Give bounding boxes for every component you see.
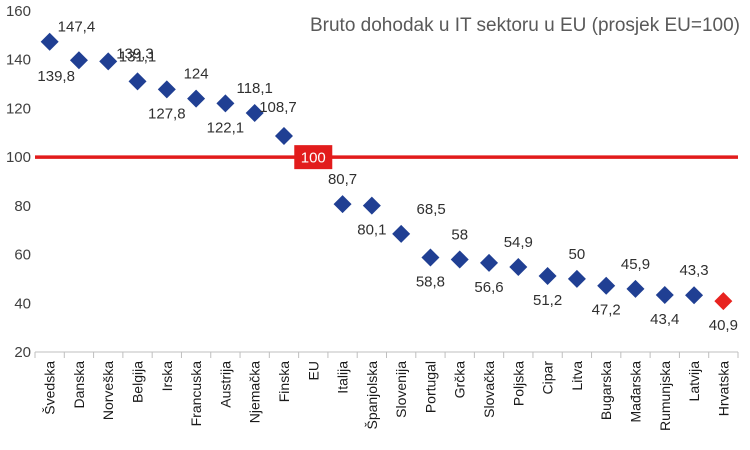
reference-label-box xyxy=(294,145,333,170)
data-point xyxy=(40,32,59,51)
y-axis: 20 40 60 80 100 120 140 160 xyxy=(6,3,31,361)
data-label: 108,7 xyxy=(259,99,297,116)
data-label: 124 xyxy=(184,66,209,83)
data-point xyxy=(597,276,616,295)
data-point xyxy=(128,72,147,91)
x-category-label: Mađarska xyxy=(627,361,643,423)
x-category-label: Cipar xyxy=(540,361,556,395)
chart-title: Bruto dohodak u IT sektoru u EU (prosjek… xyxy=(310,15,740,36)
data-point xyxy=(567,269,586,288)
data-point xyxy=(626,279,645,298)
data-label: 80,7 xyxy=(328,171,357,188)
y-tick-label: 20 xyxy=(14,344,31,361)
reference-label: 100 xyxy=(301,150,326,167)
data-label: 58,8 xyxy=(416,273,445,290)
data-label: 147,4 xyxy=(58,19,96,36)
data-label: 68,5 xyxy=(417,201,446,218)
data-point xyxy=(274,126,293,145)
x-category-label: Grčka xyxy=(452,361,468,399)
data-point xyxy=(69,51,88,70)
x-category-label: Hrvatska xyxy=(715,361,731,416)
data-label: 51,2 xyxy=(533,292,562,309)
data-label: 80,1 xyxy=(357,222,386,239)
data-label: 122,1 xyxy=(207,119,245,136)
data-point xyxy=(450,250,469,269)
data-point xyxy=(245,104,264,123)
data-label: 58 xyxy=(451,226,468,243)
data-point xyxy=(509,257,528,276)
x-category-label: Finska xyxy=(276,361,292,402)
x-category-label: Bugarska xyxy=(598,361,614,420)
data-label: 127,8 xyxy=(148,105,186,122)
x-category-label: Litva xyxy=(569,361,585,391)
data-label: 54,9 xyxy=(504,234,533,251)
x-category-label: Portugal xyxy=(422,361,438,413)
data-point xyxy=(187,89,206,108)
data-label: 40,9 xyxy=(709,317,738,334)
x-category-label: Francuska xyxy=(188,361,204,427)
y-tick-label: 60 xyxy=(14,247,31,264)
data-label: 45,9 xyxy=(621,256,650,273)
data-point xyxy=(421,248,440,267)
data-series xyxy=(40,32,733,311)
x-category-label: Slovenija xyxy=(393,361,409,418)
data-point xyxy=(333,195,352,214)
x-category-label: Irska xyxy=(159,361,175,392)
x-category-label: Norveška xyxy=(100,361,116,420)
data-label: 56,6 xyxy=(474,279,503,296)
data-point xyxy=(685,286,704,305)
data-point xyxy=(157,80,176,99)
y-tick-label: 120 xyxy=(6,100,31,117)
data-label: 43,4 xyxy=(650,311,679,328)
data-point xyxy=(216,94,235,113)
x-category-label: Danska xyxy=(71,361,87,409)
x-axis: Švedska Danska Norveška Belgija Irska Francus… xyxy=(34,351,739,431)
reference-line-group: 100 xyxy=(35,145,738,170)
data-point xyxy=(480,253,499,272)
y-tick-label: 160 xyxy=(6,3,31,20)
x-category-label: Italija xyxy=(335,361,351,394)
data-point-highlight xyxy=(714,292,733,311)
x-category-label: Rumunjska xyxy=(657,361,673,431)
x-category-label: Austrija xyxy=(217,361,233,408)
x-category-label: Slovačka xyxy=(481,361,497,418)
data-point xyxy=(538,267,557,286)
y-tick-label: 80 xyxy=(14,198,31,215)
x-category-label: Belgija xyxy=(130,361,146,403)
data-label: 118,1 xyxy=(236,80,272,97)
data-label: 139,8 xyxy=(37,68,75,85)
y-tick-label: 40 xyxy=(14,295,31,312)
data-label: 47,2 xyxy=(592,302,621,319)
x-category-label: Njemačka xyxy=(247,361,263,423)
x-category-label: EU xyxy=(305,361,321,380)
data-label: 50 xyxy=(569,246,586,263)
data-point xyxy=(362,196,381,215)
data-point xyxy=(655,286,674,305)
y-tick-label: 140 xyxy=(6,52,31,69)
data-point xyxy=(99,52,118,71)
x-category-label: Švedska xyxy=(42,361,58,415)
data-label: 43,3 xyxy=(679,262,708,279)
x-category-label: Španjolska xyxy=(364,361,380,430)
data-label: 139,3 xyxy=(116,45,154,62)
data-label: 131,1 xyxy=(119,48,157,65)
y-tick-label: 100 xyxy=(6,149,31,166)
x-category-label: Poljska xyxy=(510,361,526,406)
data-point xyxy=(392,224,411,243)
x-category-label: Latvija xyxy=(686,361,702,402)
